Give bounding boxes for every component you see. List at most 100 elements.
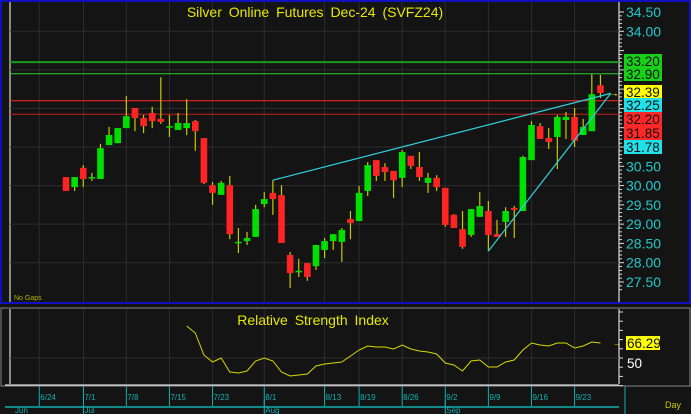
month-label: Jun: [15, 406, 28, 414]
candle-body: [166, 126, 173, 128]
candle-body: [174, 123, 182, 131]
candle: [329, 234, 337, 250]
date-tick-label: 8/13: [326, 393, 342, 402]
candle-body: [183, 123, 190, 129]
candle-body: [295, 270, 303, 273]
candle-body: [407, 155, 415, 166]
candle: [347, 211, 354, 240]
date-tick-label: 9/23: [576, 393, 592, 402]
candle: [278, 185, 285, 244]
date-tick-label: 9/9: [489, 393, 501, 402]
candle-body: [562, 116, 570, 120]
candle: [235, 227, 242, 254]
price-tick-label: 28.50: [626, 235, 661, 251]
date-tick-label: 7/23: [214, 393, 230, 402]
candle-body: [217, 182, 225, 195]
candle-body: [88, 177, 96, 179]
candle-body: [528, 125, 535, 161]
candle: [493, 219, 501, 237]
candle: [416, 152, 423, 181]
candle-body: [536, 126, 544, 139]
chart-title: Silver Online Futures Dec-24 (SVFZ24): [187, 4, 443, 20]
candle: [183, 99, 190, 136]
candle: [174, 113, 182, 131]
candle-body: [286, 254, 294, 274]
candle-body: [321, 241, 328, 250]
candle-body: [467, 209, 475, 235]
candle: [579, 118, 587, 136]
candle: [62, 177, 70, 191]
candle: [597, 74, 604, 99]
candle-body: [226, 185, 234, 235]
candle-body: [519, 157, 527, 212]
price-badge: [624, 85, 662, 99]
candle: [338, 227, 346, 262]
candle-body: [278, 195, 285, 244]
candle-body: [476, 206, 484, 217]
candle: [200, 138, 208, 185]
candle-body: [131, 108, 139, 119]
candle-body: [450, 214, 458, 228]
candle: [562, 111, 570, 139]
price-badge-label: 33.20: [626, 54, 660, 69]
candle-body: [364, 165, 371, 191]
candle-body: [148, 113, 156, 122]
candle: [243, 231, 251, 245]
date-axis: 6/24 7/1 7/8 7/15 7/23 8/1 8/13 8/19 8/26 9/2 9/9 9…: [5, 384, 626, 414]
trendline: [272, 92, 611, 181]
candle: [485, 200, 492, 252]
candle-body: [398, 152, 406, 178]
trendline: [487, 93, 612, 252]
candle: [441, 187, 449, 227]
candle: [476, 192, 484, 217]
candle: [554, 114, 561, 169]
candle: [105, 126, 113, 146]
candle-body: [571, 116, 578, 141]
date-tick-label: 8/1: [265, 393, 277, 402]
candle-body: [304, 263, 311, 277]
date-tick-label: 8/26: [403, 393, 419, 402]
candle: [79, 165, 87, 188]
candle: [304, 263, 311, 281]
candle-body: [79, 167, 87, 180]
price-badge: [624, 54, 662, 68]
month-label: Sep: [446, 406, 461, 414]
date-tick-label: 7/15: [170, 393, 186, 402]
candle-body: [493, 234, 501, 237]
candle: [123, 96, 130, 129]
candle-body: [243, 238, 251, 242]
candle-body: [588, 94, 596, 132]
candle: [424, 172, 432, 193]
candle-body: [424, 177, 432, 183]
candle: [209, 182, 216, 205]
candle-body: [502, 211, 509, 222]
price-tick-label: 30.50: [626, 158, 661, 174]
candle: [545, 128, 553, 149]
candle: [131, 108, 139, 132]
candle: [252, 204, 259, 237]
candle: [217, 180, 225, 195]
candle: [97, 143, 104, 180]
rsi-panel[interactable]: → 66.29 50: [0, 307, 691, 387]
price-tick-label: 27.50: [626, 274, 661, 290]
candle-body: [347, 219, 354, 223]
candle: [140, 114, 147, 134]
candle: [192, 119, 199, 151]
candle-body: [373, 160, 380, 176]
candle: [260, 192, 268, 208]
month-label: Jul: [84, 406, 94, 414]
candle: [148, 106, 156, 129]
candle: [226, 175, 234, 240]
candle: [381, 163, 389, 181]
candle: [467, 209, 475, 237]
candle-body: [485, 211, 492, 235]
candle-body: [123, 116, 130, 129]
candle: [295, 258, 303, 277]
price-badge-label: 32.90: [626, 67, 660, 82]
candle-body: [597, 85, 604, 93]
candle-body: [260, 199, 268, 205]
month-label: Aug: [265, 406, 279, 414]
interval-label[interactable]: Day: [665, 400, 682, 410]
candle: [450, 214, 458, 228]
